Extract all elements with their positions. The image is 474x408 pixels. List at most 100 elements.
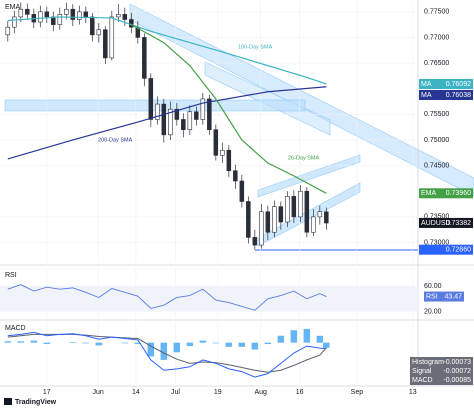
candle-body <box>181 119 186 131</box>
logo-mark <box>4 398 12 405</box>
x-tick-label: 13 <box>409 389 417 396</box>
candle-body <box>317 211 323 218</box>
macd-title: MACD <box>5 325 26 332</box>
price-label-name: EMA <box>421 190 437 197</box>
candle-body <box>207 98 212 131</box>
candle-body <box>220 149 225 156</box>
x-tick-label: 19 <box>214 389 222 396</box>
ma-annotation: 26-Day SMA <box>288 155 320 161</box>
price-label-box <box>419 89 473 100</box>
ma-annotation: 200-Day SMA <box>98 137 133 143</box>
price-label-value: 0.73960 <box>446 190 471 197</box>
histogram-bar <box>264 342 272 345</box>
candle-body <box>51 16 56 25</box>
candle-body <box>25 8 30 15</box>
y-tick-label: 0.77500 <box>424 9 449 16</box>
candle-body <box>304 190 310 233</box>
price-label-value: 43.47 <box>444 293 462 300</box>
price-label-name: MACD <box>412 377 433 384</box>
price-label-name: AUDUSD <box>421 220 451 227</box>
candle-body <box>187 111 193 131</box>
candle-body <box>44 11 50 18</box>
y-tick-label: 0.74500 <box>424 162 449 169</box>
price-label-name: RSI <box>426 293 438 300</box>
histogram-bar <box>323 342 330 348</box>
candle-body <box>103 29 108 59</box>
histogram-bar <box>134 342 142 345</box>
candle-body <box>291 196 297 218</box>
candle-body <box>96 29 102 36</box>
candle-body <box>109 16 115 59</box>
ma-annotation: 100-Day SMA <box>238 44 273 50</box>
histogram-bar <box>82 342 90 344</box>
candle-body <box>116 14 121 18</box>
candle-body <box>233 170 238 182</box>
main-legend: EMA <box>5 4 21 11</box>
histogram-bar <box>303 328 311 343</box>
rsi-line <box>7 284 327 311</box>
histogram-bar <box>4 341 12 343</box>
candle-body <box>142 37 147 79</box>
candle-body <box>226 149 232 172</box>
candle-body <box>311 216 316 233</box>
histogram-bar <box>238 342 246 347</box>
price-label-box <box>419 217 473 228</box>
candle-body <box>148 78 154 120</box>
histogram-bar <box>277 335 285 343</box>
candle-body <box>5 26 11 36</box>
y-tick-label: 60.00 <box>424 283 442 290</box>
histogram-bar <box>225 342 233 347</box>
x-tick-label: 17 <box>43 389 51 396</box>
histogram-bar <box>186 342 194 347</box>
x-tick-label: Aug <box>254 389 267 396</box>
x-tick-label: 16 <box>296 389 304 396</box>
price-label-value: -0.00072 <box>443 368 471 375</box>
candle-body <box>252 237 258 246</box>
histogram-bar <box>290 330 298 343</box>
y-tick-label: 20.00 <box>424 308 442 315</box>
moving-average <box>131 24 327 194</box>
histogram-bar <box>121 342 129 344</box>
y-tick-label: 0.73000 <box>424 239 449 246</box>
histogram-bar <box>160 342 168 360</box>
candle-body <box>77 11 82 20</box>
candle-body <box>12 16 17 28</box>
candle-body <box>168 108 173 136</box>
price-label-box <box>419 78 473 89</box>
candle-body <box>70 8 76 20</box>
histogram-bar <box>95 342 103 346</box>
candle-body <box>272 206 277 233</box>
candle-body <box>239 180 245 202</box>
moving-average <box>7 86 327 160</box>
price-label-box <box>419 244 473 255</box>
candle-body <box>64 8 69 15</box>
price-label-name: Histogram <box>412 359 444 366</box>
y-tick-label: 0.77000 <box>424 34 449 41</box>
candle-body <box>194 111 199 120</box>
candle-body <box>155 103 160 120</box>
price-label-value: -0.00085 <box>443 377 471 384</box>
branding: TradingView <box>15 399 57 406</box>
candle-body <box>18 8 24 18</box>
histogram-bar <box>69 341 77 343</box>
price-label-name: Signal <box>412 368 432 375</box>
histogram-bar <box>199 340 207 343</box>
histogram-bar <box>30 340 38 343</box>
price-label-box <box>424 291 464 302</box>
price-label-box <box>410 375 473 385</box>
x-tick-label: Jul <box>171 389 180 396</box>
histogram-bar <box>43 342 51 345</box>
y-tick-label: 0.73500 <box>424 214 449 221</box>
price-label-box <box>419 188 473 199</box>
y-tick-label: 0.75000 <box>424 137 449 144</box>
price-label-box <box>410 366 473 376</box>
histogram-bar <box>251 342 259 350</box>
macd-line <box>7 331 327 378</box>
candle-body <box>161 103 167 136</box>
candle-body <box>174 108 180 120</box>
candle-body <box>90 16 95 36</box>
moving-average <box>7 16 327 85</box>
candle-body <box>278 206 284 223</box>
histogram-bar <box>17 341 25 343</box>
